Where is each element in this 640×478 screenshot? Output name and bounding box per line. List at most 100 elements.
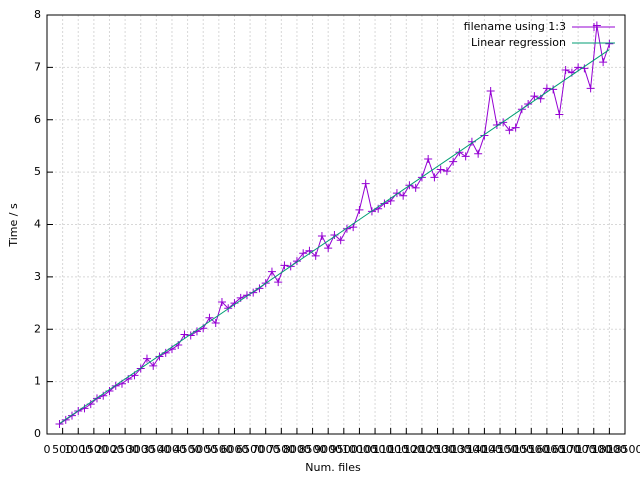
x-tick-label: 7500 bbox=[267, 443, 295, 456]
x-tick-label: 9500 bbox=[330, 443, 358, 456]
data-point bbox=[280, 261, 289, 270]
x-tick-label: 11000 bbox=[373, 443, 408, 456]
data-point bbox=[299, 249, 308, 258]
data-point bbox=[274, 278, 283, 287]
y-tick-label: 5 bbox=[34, 165, 41, 178]
data-point bbox=[67, 411, 76, 420]
y-tick-label: 4 bbox=[34, 218, 41, 231]
data-point bbox=[349, 223, 358, 232]
data-point bbox=[380, 199, 389, 208]
data-point bbox=[317, 232, 326, 241]
x-tick-label: 4500 bbox=[174, 443, 202, 456]
x-tick-label: 0 bbox=[44, 443, 51, 456]
data-point bbox=[511, 123, 520, 132]
data-point bbox=[180, 330, 189, 339]
x-tick-label: 1000 bbox=[64, 443, 92, 456]
data-point bbox=[474, 149, 483, 158]
y-tick-label: 7 bbox=[34, 60, 41, 73]
x-tick-label: 8500 bbox=[299, 443, 327, 456]
x-tick-label: 13500 bbox=[451, 443, 486, 456]
data-point bbox=[242, 291, 251, 300]
data-point bbox=[342, 224, 351, 233]
x-tick-label: 2000 bbox=[95, 443, 123, 456]
data-point bbox=[586, 84, 595, 93]
x-tick-label: 15000 bbox=[498, 443, 533, 456]
x-tick-label: 12000 bbox=[404, 443, 439, 456]
data-point bbox=[392, 189, 401, 198]
data-point bbox=[149, 361, 158, 370]
x-tick-label: 5500 bbox=[205, 443, 233, 456]
x-tick-label: 17500 bbox=[576, 443, 611, 456]
data-point bbox=[530, 92, 539, 101]
x-tick-label: 15500 bbox=[514, 443, 549, 456]
data-point bbox=[492, 120, 501, 129]
data-point bbox=[480, 131, 489, 140]
y-tick-label: 8 bbox=[34, 8, 41, 21]
x-tick-label: 10000 bbox=[342, 443, 377, 456]
x-tick-label: 1500 bbox=[80, 443, 108, 456]
y-tick-label: 1 bbox=[34, 375, 41, 388]
data-point bbox=[542, 84, 551, 93]
x-tick-label: 13000 bbox=[436, 443, 471, 456]
data-point bbox=[411, 183, 420, 192]
data-point bbox=[361, 179, 370, 188]
x-tick-label: 9000 bbox=[314, 443, 342, 456]
x-tick-label: 7000 bbox=[252, 443, 280, 456]
x-tick-label: 18500 bbox=[608, 443, 640, 456]
x-tick-label: 10500 bbox=[358, 443, 393, 456]
x-tick-label: 14500 bbox=[483, 443, 518, 456]
x-tick-label: 11500 bbox=[389, 443, 424, 456]
x-tick-label: 16000 bbox=[529, 443, 564, 456]
x-tick-label: 4000 bbox=[158, 443, 186, 456]
y-axis-label: Time / s bbox=[7, 203, 20, 248]
x-tick-label: 5000 bbox=[189, 443, 217, 456]
data-point bbox=[142, 354, 151, 363]
x-tick-label: 17000 bbox=[561, 443, 596, 456]
data-point bbox=[486, 86, 495, 95]
data-point bbox=[461, 152, 470, 161]
data-point bbox=[524, 100, 533, 109]
data-point bbox=[249, 288, 258, 297]
x-tick-label: 12500 bbox=[420, 443, 455, 456]
x-tick-label: 6000 bbox=[220, 443, 248, 456]
x-tick-label: 14000 bbox=[467, 443, 502, 456]
x-tick-label: 3500 bbox=[142, 443, 170, 456]
y-tick-label: 2 bbox=[34, 322, 41, 335]
data-point bbox=[311, 251, 320, 260]
legend-marker bbox=[590, 23, 598, 31]
data-point bbox=[424, 155, 433, 164]
data-point bbox=[436, 165, 445, 174]
data-point bbox=[267, 267, 276, 276]
data-point bbox=[324, 244, 333, 253]
x-tick-label: 16500 bbox=[545, 443, 580, 456]
data-point bbox=[155, 352, 164, 361]
data-point bbox=[455, 148, 464, 157]
data-point bbox=[336, 236, 345, 245]
y-tick-label: 3 bbox=[34, 270, 41, 283]
data-point bbox=[55, 420, 64, 429]
data-point bbox=[355, 205, 364, 214]
data-point bbox=[605, 39, 614, 48]
data-point bbox=[211, 318, 220, 327]
data-point bbox=[561, 65, 570, 74]
series-line bbox=[59, 49, 610, 424]
legend-label: filename using 1:3 bbox=[464, 20, 566, 33]
data-point bbox=[217, 298, 226, 307]
data-point bbox=[292, 257, 301, 266]
legend-label: Linear regression bbox=[471, 36, 566, 49]
data-point bbox=[430, 173, 439, 182]
x-tick-label: 2500 bbox=[111, 443, 139, 456]
data-point bbox=[255, 284, 264, 293]
plot-border bbox=[46, 14, 626, 435]
data-point bbox=[505, 126, 514, 135]
data-point bbox=[449, 157, 458, 166]
y-tick-label: 0 bbox=[34, 427, 41, 440]
x-tick-label: 8000 bbox=[283, 443, 311, 456]
data-point bbox=[205, 313, 214, 322]
y-tick-label: 6 bbox=[34, 113, 41, 126]
x-tick-label: 6500 bbox=[236, 443, 264, 456]
data-point bbox=[555, 110, 564, 119]
